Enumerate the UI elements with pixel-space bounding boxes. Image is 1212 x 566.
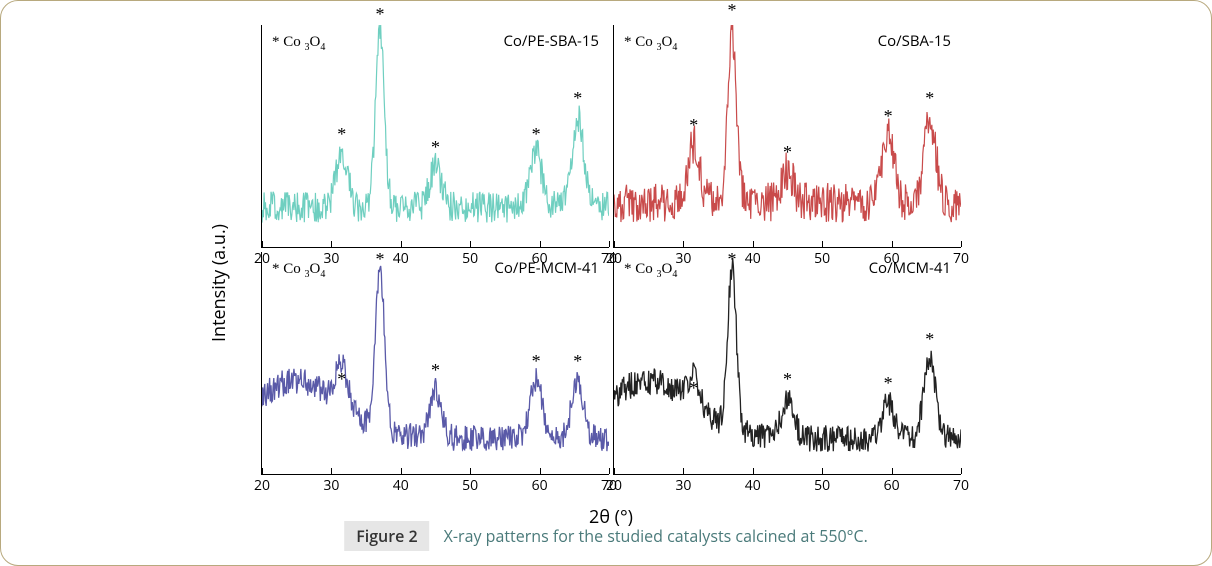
panel-title: Co/PE-MCM-41 (494, 258, 599, 278)
x-tick-label: 60 (532, 476, 548, 495)
x-tick-label: 20 (606, 476, 622, 495)
xrd-panel: * Co 3O4Co/SBA-15*****203040506070 (613, 25, 961, 248)
xrd-panel: * Co 3O4Co/PE-SBA-15*****203040506070 (261, 25, 609, 248)
phase-legend: * Co 3O4 (272, 258, 325, 280)
panel-title: Co/MCM-41 (869, 258, 951, 278)
y-axis-label: Intensity (a.u.) (207, 224, 231, 342)
x-tick-label: 40 (393, 476, 409, 495)
x-ticks: 203040506070 (262, 476, 609, 496)
x-tick-label: 30 (675, 476, 691, 495)
x-tick-label: 60 (884, 476, 900, 495)
panel-title: Co/SBA-15 (878, 31, 951, 51)
figure-label: Figure 2 (344, 521, 429, 551)
panel-title: Co/PE-SBA-15 (503, 31, 599, 51)
x-tick-label: 70 (953, 476, 969, 495)
xrd-panel: * Co 3O4Co/PE-MCM-41*****203040506070 (261, 252, 609, 475)
xrd-panel: * Co 3O4Co/MCM-41*****203040506070 (613, 252, 961, 475)
figure-caption-text: X-ray patterns for the studied catalysts… (444, 525, 868, 547)
xrd-chart-grid: * Co 3O4Co/PE-SBA-15*****203040506070* C… (261, 25, 961, 475)
phase-legend: * Co 3O4 (624, 258, 677, 280)
phase-legend: * Co 3O4 (272, 31, 325, 53)
phase-legend: * Co 3O4 (624, 31, 677, 53)
x-ticks: 203040506070 (614, 476, 961, 496)
figure-frame: Intensity (a.u.) 2θ (°) * Co 3O4Co/PE-SB… (0, 0, 1212, 566)
x-tick-label: 50 (462, 476, 478, 495)
x-tick-label: 40 (745, 476, 761, 495)
peak-marker: * (375, 4, 384, 25)
x-tick-label: 50 (814, 476, 830, 495)
peak-marker: * (727, 0, 736, 21)
x-tick-label: 30 (323, 476, 339, 495)
figure-caption: Figure 2 X-ray patterns for the studied … (344, 521, 868, 551)
x-tick-label: 20 (254, 476, 270, 495)
